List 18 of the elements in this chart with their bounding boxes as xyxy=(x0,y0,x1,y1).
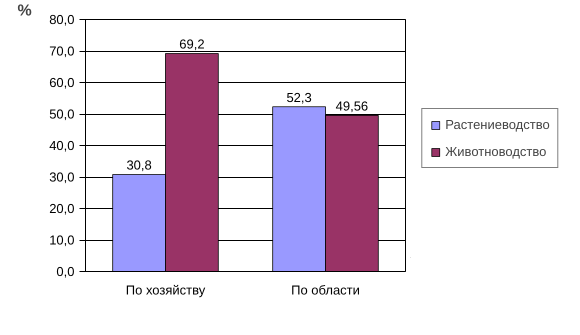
x-tick-label: По хозяйству xyxy=(126,282,206,298)
legend-label: Растениеводство xyxy=(445,117,550,132)
y-tick-label: 70,0 xyxy=(49,44,75,58)
y-tick-label: 0,0 xyxy=(56,264,75,279)
data-label: 49,56 xyxy=(336,98,368,114)
y-tick-label: 30,0 xyxy=(49,170,75,184)
data-label: 30,8 xyxy=(126,157,152,172)
legend-label: Животноводство xyxy=(445,144,546,159)
y-axis-title: % xyxy=(18,2,32,20)
y-tick-label: 60,0 xyxy=(49,75,75,90)
y-tick-label: 20,0 xyxy=(49,201,75,216)
data-label: 69,2 xyxy=(179,36,205,52)
data-label: 52,3 xyxy=(286,90,312,105)
y-tick-label: 10,0 xyxy=(49,232,75,248)
y-tick-label: 80,0 xyxy=(49,12,75,27)
y-tick-label: 40,0 xyxy=(49,138,75,153)
y-tick-label: 50,0 xyxy=(49,106,75,122)
x-tick-label: По области xyxy=(291,282,360,298)
